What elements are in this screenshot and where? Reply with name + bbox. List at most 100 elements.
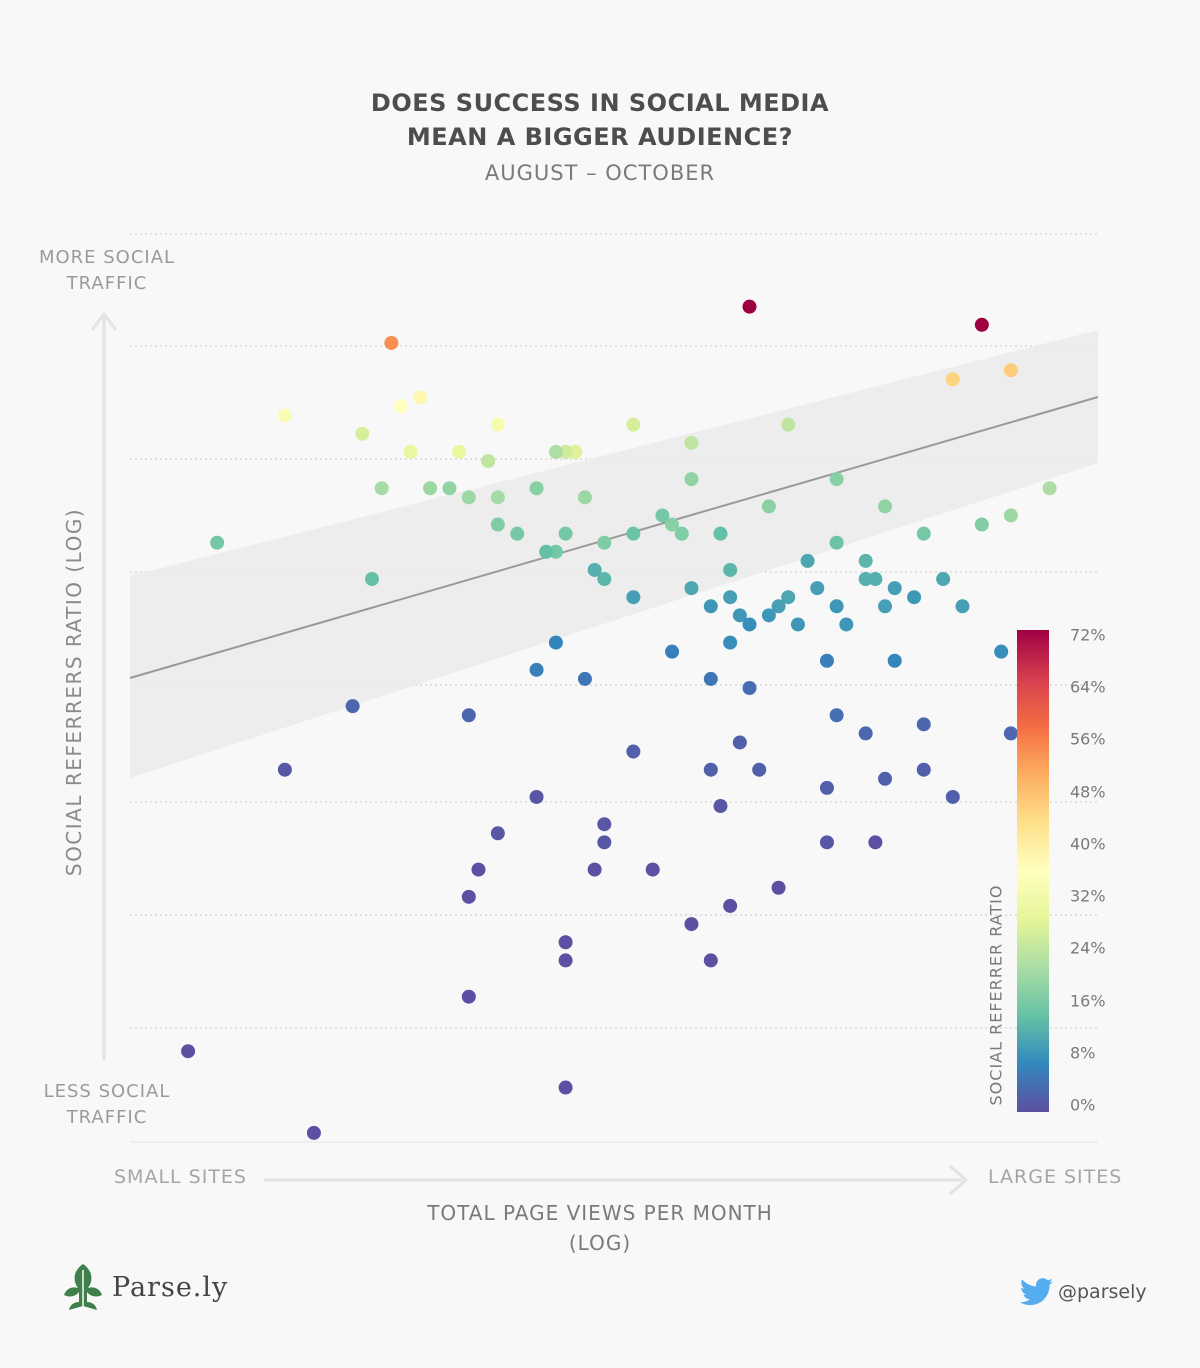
twitter-link[interactable]: @parsely <box>1020 1278 1147 1306</box>
legend-tick-labels: 72% 64% 56% 48% 40% 32% 24% 16% 8% 0% <box>1070 626 1130 1116</box>
data-point-3 <box>1003 363 1018 378</box>
x-axis-title: TOTAL PAGE VIEWS PER MONTH (LOG) <box>0 1198 1200 1258</box>
data-point-94 <box>878 771 893 786</box>
data-point-40 <box>558 526 573 541</box>
data-point-31 <box>878 499 893 514</box>
data-point-107 <box>645 862 660 877</box>
data-point-101 <box>819 835 834 850</box>
trend-line <box>129 396 1099 679</box>
data-point-46 <box>539 544 554 559</box>
axis-arrows <box>90 311 969 1196</box>
x-axis-arrowhead <box>949 1164 969 1196</box>
data-point-18 <box>548 444 563 459</box>
y-axis-arrowhead <box>90 311 118 331</box>
data-point-86 <box>1003 726 1018 741</box>
data-point-11 <box>452 444 467 459</box>
data-point-10 <box>403 444 418 459</box>
data-point-1 <box>974 317 989 332</box>
y-axis-top-label-line-1: MORE SOCIAL <box>38 247 176 268</box>
data-point-2 <box>384 335 399 350</box>
data-point-0 <box>742 299 757 314</box>
data-point-28 <box>829 472 844 487</box>
data-point-76 <box>819 653 834 668</box>
data-point-103 <box>490 826 505 841</box>
data-point-62 <box>771 599 786 614</box>
x-axis-right-label: LARGE SITES <box>988 1166 1123 1188</box>
data-point-72 <box>839 617 854 632</box>
data-point-70 <box>761 608 776 623</box>
twitter-bird-icon <box>1020 1278 1053 1306</box>
y-axis-top-label: MORE SOCIAL TRAFFIC <box>22 245 192 297</box>
data-point-35 <box>490 517 505 532</box>
data-point-49 <box>800 553 815 568</box>
data-point-25 <box>529 481 544 496</box>
data-point-33 <box>974 517 989 532</box>
data-point-61 <box>732 608 747 623</box>
data-point-77 <box>887 653 902 668</box>
data-point-24 <box>490 490 505 505</box>
data-point-44 <box>916 526 931 541</box>
data-points <box>181 299 1057 1140</box>
data-point-13 <box>626 417 641 432</box>
data-point-34 <box>210 535 225 550</box>
data-point-57 <box>887 581 902 596</box>
data-point-6 <box>394 399 409 414</box>
data-point-8 <box>490 417 505 432</box>
brand-name: Parse.ly <box>112 1271 229 1303</box>
data-point-110 <box>461 889 476 904</box>
legend-title: SOCIAL REFERRER RATIO <box>986 884 1006 1106</box>
data-point-87 <box>461 708 476 723</box>
data-point-63 <box>878 599 893 614</box>
legend-tick-8: 8% <box>1070 1043 1096 1063</box>
data-point-114 <box>558 953 573 968</box>
data-point-26 <box>577 490 592 505</box>
data-point-113 <box>703 953 718 968</box>
data-point-73 <box>994 644 1009 659</box>
data-point-12 <box>568 444 583 459</box>
data-point-88 <box>345 699 360 714</box>
data-point-68 <box>684 581 699 596</box>
data-point-106 <box>587 862 602 877</box>
data-point-85 <box>916 717 931 732</box>
data-point-52 <box>936 572 951 587</box>
parsley-leaf-icon <box>64 1264 102 1310</box>
data-point-32 <box>1003 508 1018 523</box>
data-point-95 <box>916 762 931 777</box>
data-point-56 <box>829 599 844 614</box>
data-point-17 <box>481 454 496 468</box>
chart-title-line-2: MEAN A BIGGER AUDIENCE? <box>406 123 794 151</box>
y-axis-bottom-label: LESS SOCIAL TRAFFIC <box>22 1079 192 1131</box>
data-point-75 <box>723 635 738 650</box>
data-point-7 <box>277 408 292 423</box>
data-point-69 <box>742 617 757 632</box>
data-point-81 <box>703 671 718 686</box>
data-point-115 <box>461 989 476 1004</box>
x-axis-left-label: SMALL SITES <box>114 1166 247 1188</box>
data-point-67 <box>626 590 641 605</box>
chart-title-line-1: DOES SUCCESS IN SOCIAL MEDIA <box>370 89 830 117</box>
legend-tick-5: 32% <box>1070 886 1106 906</box>
confidence-band-area <box>130 330 1098 778</box>
data-point-83 <box>829 708 844 723</box>
data-point-19 <box>1042 481 1057 496</box>
brand-logo[interactable]: Parse.ly <box>60 1262 228 1312</box>
data-point-82 <box>742 681 757 695</box>
y-axis-bottom-label-line-2: TRAFFIC <box>66 1107 148 1128</box>
data-point-71 <box>790 617 805 632</box>
data-point-21 <box>423 481 438 496</box>
data-point-42 <box>713 526 728 541</box>
data-point-54 <box>781 590 796 605</box>
data-point-16 <box>558 444 573 459</box>
data-point-20 <box>374 481 389 496</box>
data-point-92 <box>752 762 767 777</box>
data-point-58 <box>868 572 883 587</box>
data-point-79 <box>529 662 544 677</box>
data-point-98 <box>529 789 544 804</box>
data-point-111 <box>684 917 699 932</box>
data-point-59 <box>365 572 379 587</box>
legend-tick-9: 0% <box>1070 1095 1096 1115</box>
data-point-50 <box>858 553 873 568</box>
x-axis-title-line-1: TOTAL PAGE VIEWS PER MONTH <box>427 1201 773 1225</box>
data-point-43 <box>829 535 844 550</box>
